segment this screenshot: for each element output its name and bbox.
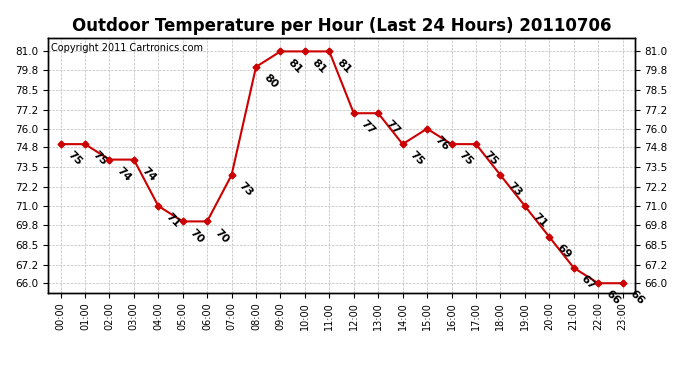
Text: 80: 80	[262, 72, 279, 90]
Text: 73: 73	[506, 181, 524, 198]
Text: 69: 69	[555, 242, 573, 261]
Text: 75: 75	[90, 150, 108, 168]
Title: Outdoor Temperature per Hour (Last 24 Hours) 20110706: Outdoor Temperature per Hour (Last 24 Ho…	[72, 16, 611, 34]
Text: 66: 66	[628, 289, 647, 307]
Text: 70: 70	[213, 227, 230, 245]
Text: 75: 75	[482, 150, 500, 168]
Text: 77: 77	[384, 119, 402, 137]
Text: 74: 74	[139, 165, 157, 183]
Text: 75: 75	[66, 150, 84, 168]
Text: 81: 81	[286, 57, 304, 75]
Text: Copyright 2011 Cartronics.com: Copyright 2011 Cartronics.com	[51, 43, 204, 52]
Text: 66: 66	[604, 289, 622, 307]
Text: 71: 71	[164, 211, 182, 230]
Text: 74: 74	[115, 165, 133, 183]
Text: 75: 75	[408, 150, 426, 168]
Text: 73: 73	[237, 181, 255, 198]
Text: 75: 75	[457, 150, 475, 168]
Text: 76: 76	[433, 134, 451, 152]
Text: 77: 77	[359, 119, 377, 137]
Text: 81: 81	[335, 57, 353, 75]
Text: 71: 71	[531, 211, 549, 230]
Text: 70: 70	[188, 227, 206, 245]
Text: 81: 81	[310, 57, 328, 75]
Text: 67: 67	[580, 273, 598, 291]
